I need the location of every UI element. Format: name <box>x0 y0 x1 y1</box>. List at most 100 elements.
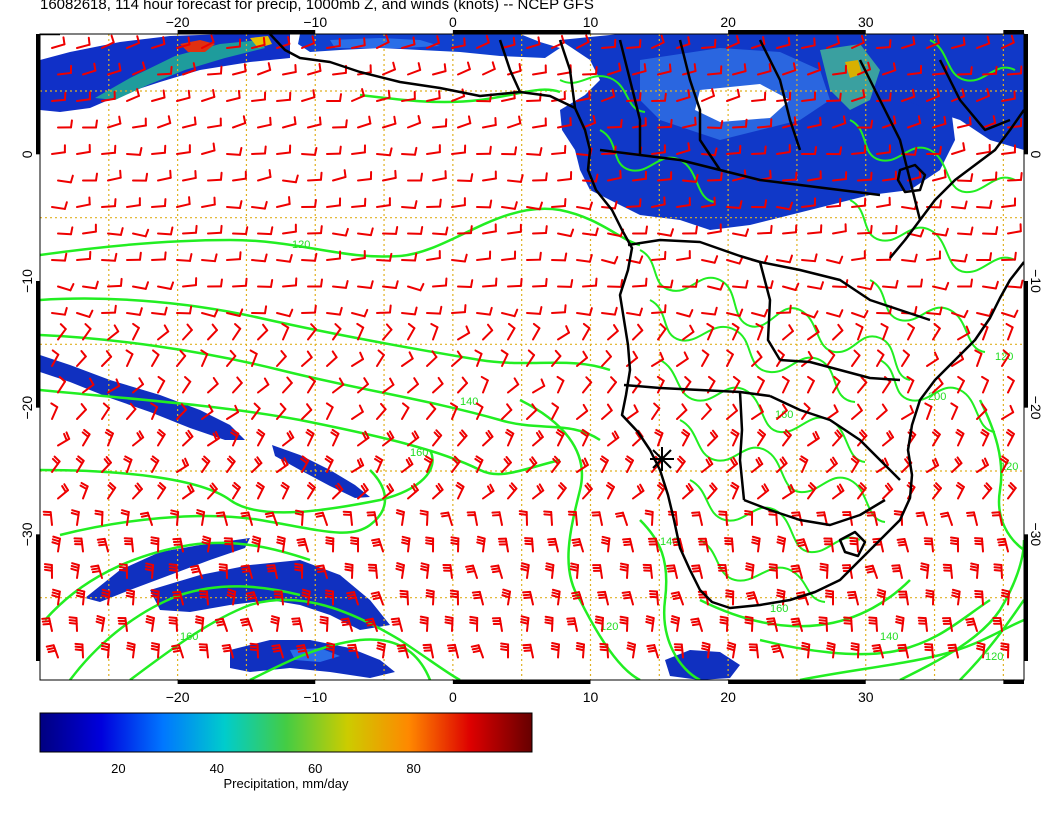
wind-barb <box>826 146 843 156</box>
wind-barb <box>120 509 130 526</box>
wind-barb <box>657 279 674 289</box>
wind-barb <box>801 37 816 49</box>
wind-barb <box>1001 309 1019 318</box>
wind-barb <box>357 170 373 182</box>
wind-barb <box>701 456 714 473</box>
wind-barb <box>449 402 459 420</box>
wind-barb <box>932 322 941 341</box>
contour-line <box>899 539 1024 680</box>
wind-barb <box>266 564 278 579</box>
wind-barb <box>376 34 390 49</box>
wind-barb <box>999 455 1009 473</box>
wind-barb <box>432 429 443 447</box>
wind-barb <box>651 144 666 155</box>
wind-barb <box>726 349 734 367</box>
wind-barb <box>882 224 898 235</box>
wind-barb <box>157 281 175 291</box>
wind-barb <box>351 88 365 102</box>
wind-barb <box>582 66 598 76</box>
wind-barb <box>1000 642 1010 659</box>
wind-barb <box>642 563 653 579</box>
wind-barb <box>795 538 809 553</box>
wind-barb <box>95 615 106 632</box>
wind-barb <box>790 617 803 632</box>
wind-barb <box>951 309 969 319</box>
border-line <box>623 383 771 398</box>
wind-barb <box>557 482 567 500</box>
wind-barb <box>207 171 223 182</box>
wind-barb <box>42 510 53 526</box>
wind-barb <box>569 562 580 579</box>
wind-barb <box>490 564 503 579</box>
wind-barb <box>198 643 209 659</box>
lon-tick-label-bottom: 0 <box>449 689 457 705</box>
wind-barb <box>707 120 724 129</box>
wind-barb <box>451 304 467 314</box>
wind-barb <box>57 283 75 292</box>
lon-tick-label-bottom: 30 <box>858 689 874 705</box>
wind-barb <box>73 537 84 553</box>
wind-barb <box>57 375 67 394</box>
wind-barb <box>726 256 744 265</box>
contour-line <box>249 638 432 680</box>
contour-labels: 120 140 160 160 140 120 160 200 120 120 … <box>180 239 1018 663</box>
wind-barb <box>371 538 384 553</box>
wind-barb <box>601 88 616 102</box>
wind-barb <box>382 280 399 290</box>
wind-barb <box>751 199 768 209</box>
wind-barb <box>81 428 91 447</box>
frame-bar-bottom <box>177 680 316 684</box>
wind-barb <box>270 615 280 632</box>
wind-barb <box>226 349 237 367</box>
wind-barb <box>344 562 354 579</box>
wind-barb <box>676 197 691 208</box>
wind-barb <box>576 403 589 420</box>
wind-barb <box>591 511 603 526</box>
wind-barb <box>401 200 418 209</box>
wind-barb <box>176 305 193 315</box>
wind-barb <box>276 36 291 49</box>
wind-barb <box>807 482 817 500</box>
wind-barb <box>474 349 483 367</box>
wind-barb <box>230 428 240 447</box>
wind-barb <box>682 278 699 288</box>
wind-barb <box>976 252 993 262</box>
wind-barb <box>457 61 471 76</box>
wind-barb <box>744 509 754 526</box>
wind-barb <box>576 34 590 49</box>
wind-barb <box>301 403 313 420</box>
lat-tick-label-right: −20 <box>1028 396 1044 420</box>
wind-barb <box>475 402 484 420</box>
wind-barb <box>751 145 767 155</box>
wind-barb <box>932 115 947 129</box>
wind-barb <box>624 455 634 473</box>
wind-barb <box>471 590 484 606</box>
wind-barb <box>426 249 441 261</box>
wind-barb <box>249 642 259 659</box>
wind-barb <box>376 252 393 262</box>
wind-barb <box>781 375 790 394</box>
contour-line <box>929 39 1016 82</box>
wind-barb <box>207 278 223 288</box>
wind-barb <box>101 198 117 208</box>
wind-barb <box>407 377 419 394</box>
wind-barb <box>332 119 348 129</box>
wind-barb <box>751 404 764 420</box>
wind-barb <box>757 63 772 76</box>
wind-barb <box>376 89 391 102</box>
wind-barb <box>996 537 1009 553</box>
wind-barb <box>651 304 667 314</box>
wind-barb <box>832 171 848 182</box>
wind-barb <box>932 376 944 394</box>
wind-barb <box>697 537 709 553</box>
wind-barb <box>182 169 197 182</box>
wind-barb <box>751 91 767 102</box>
colorbar-gradient <box>39 712 533 753</box>
wind-barb <box>1007 279 1024 289</box>
bottom-lon-labels: −20 −10 0 10 20 30 <box>166 689 874 705</box>
wind-barb <box>432 482 444 500</box>
wind-barb <box>526 456 538 473</box>
wind-barb <box>801 146 817 155</box>
wind-barb <box>926 35 940 49</box>
